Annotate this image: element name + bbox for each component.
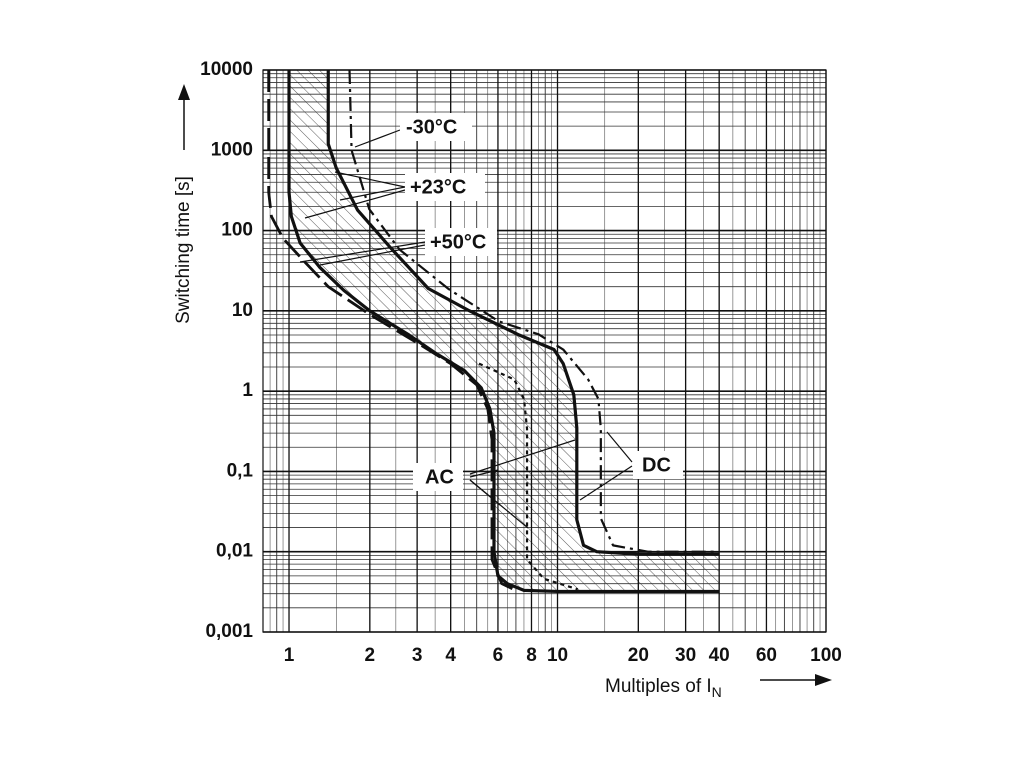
annotation: AC [425, 466, 454, 488]
y-tick-label: 0,001 [205, 621, 253, 642]
annotation: -30°C [406, 116, 457, 138]
curve [267, 70, 517, 592]
x-tick-label: 30 [675, 645, 696, 666]
x-tick-label: 6 [493, 645, 504, 666]
y-tick-label: 10000 [200, 59, 253, 80]
x-tick-label: 3 [412, 645, 423, 666]
y-tick-label: 100 [221, 220, 253, 241]
band-layer [289, 70, 720, 592]
y-tick-label: 0,01 [216, 541, 253, 562]
curve [348, 69, 718, 553]
annotation: DC [642, 454, 671, 476]
hatch-band [289, 70, 720, 592]
annotation: +23°C [410, 176, 466, 198]
x-tick-label: 20 [628, 645, 649, 666]
y-axis-label: Switching time [s] [173, 176, 194, 324]
x-axis-label-main: Multiples of I [605, 676, 712, 697]
y-tick-label: 0,1 [227, 460, 254, 481]
annotation: +50°C [430, 231, 486, 253]
x-tick-label: 100 [810, 645, 842, 666]
x-tick-label: 40 [709, 645, 730, 666]
x-axis-label-sub: N [712, 684, 722, 700]
x-tick-label: 8 [526, 645, 537, 666]
lines-layer [267, 69, 720, 594]
ticks-layer: 1 2 3 4 6 8 10 20 30 40 60 100 0,001 0,01 0,1 1 10 100 100… [200, 59, 842, 666]
curve [287, 70, 720, 594]
x-axis-label: Multiples of IN [605, 676, 722, 700]
annotation-boxes [400, 113, 683, 491]
curve [478, 362, 579, 591]
x-tick-label: 4 [445, 645, 456, 666]
y-arrow [178, 84, 190, 150]
y-tick-label: 10 [232, 300, 253, 321]
curve [326, 70, 720, 556]
y-tick-label: 1 [242, 380, 253, 401]
leaders [299, 129, 633, 529]
x-tick-label: 10 [547, 645, 568, 666]
x-tick-label: 60 [756, 645, 777, 666]
x-arrow [760, 674, 832, 686]
y-tick-label: 1000 [211, 139, 253, 160]
x-tick-label: 1 [284, 645, 295, 666]
x-tick-label: 2 [365, 645, 376, 666]
